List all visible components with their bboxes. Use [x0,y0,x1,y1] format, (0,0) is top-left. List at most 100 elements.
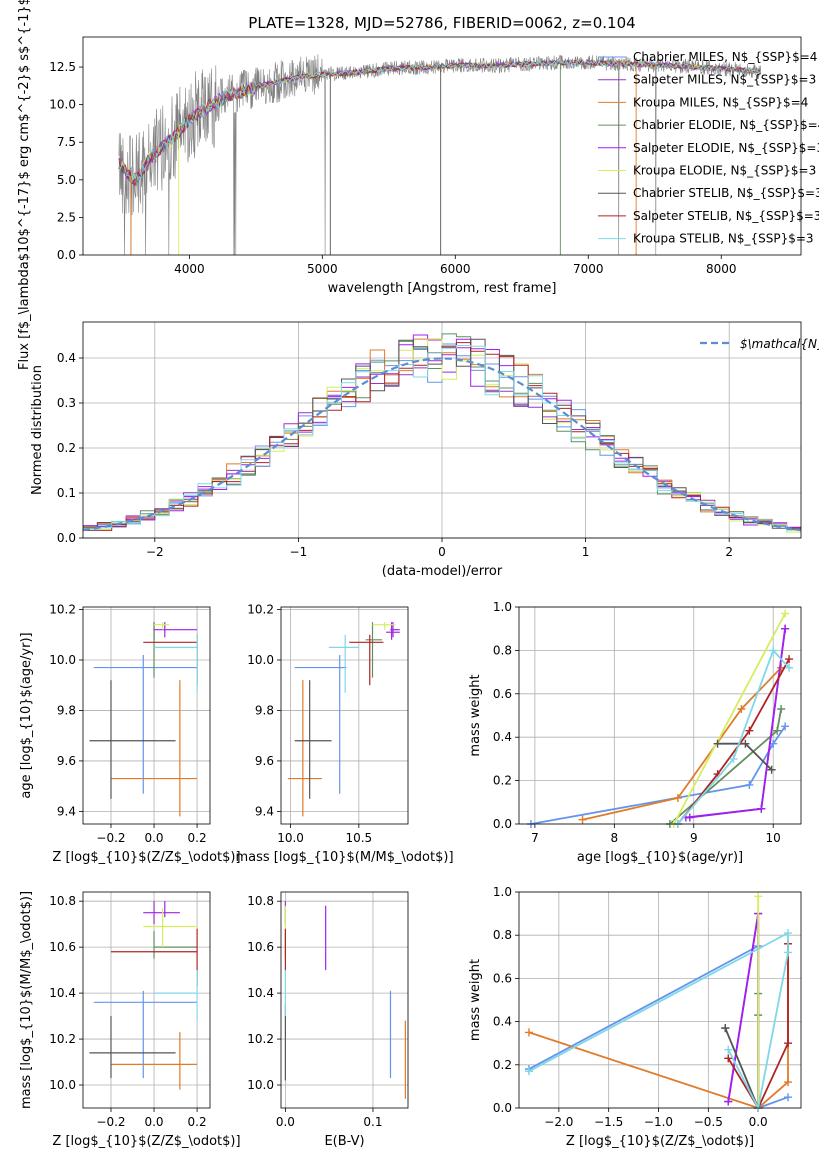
normal-reference-curve [82,357,802,532]
point-marker [781,722,790,731]
histogram-step [83,345,801,531]
y-tick-label: 10.0 [247,653,274,667]
point-marker [785,655,794,664]
series-line [677,648,790,825]
y-tick-label: 0.1 [57,486,76,500]
legend-label: Chabrier STELIB, N$_{SSP}$=3 [633,186,819,200]
y-tick-label: 0.6 [493,687,512,701]
x-tick-label: 7000 [573,262,604,276]
x-tick-label: 7 [531,831,539,845]
point-marker [724,1054,733,1063]
y-tick-label: 9.6 [57,754,76,768]
x-tick-label: 1 [582,545,590,559]
y-tick-label: 10.8 [49,894,76,908]
data-point [89,1016,176,1079]
x-tick-label: 5000 [307,262,338,276]
data-point [153,931,198,959]
point-marker [784,929,793,938]
model-spectrum-line [118,58,761,183]
x-axis-label: wavelength [Angstrom, rest frame] [328,281,557,296]
legend-label: $\mathcal{N}(0,1)$ [740,337,819,351]
series-line-group [673,646,794,828]
point-marker [745,726,754,735]
x-tick-label: −1.5 [594,1115,623,1129]
y-axis-label: mass weight [468,674,483,756]
y-tick-label: 1.0 [493,600,512,614]
x-tick-label: 10.0 [277,831,304,845]
y-tick-label: 9.8 [255,703,274,717]
legend-label: Kroupa STELIB, N$_{SSP}$=3 [633,232,814,246]
series-line [677,658,790,825]
y-tick-label: 2.5 [57,210,76,224]
series-line-group [665,704,786,828]
series-line [673,613,786,825]
point-marker [781,609,790,618]
y-tick-label: 0.4 [493,1015,512,1029]
point-marker [767,765,776,774]
point-marker [784,1039,793,1048]
y-axis-label: mass weight [468,959,483,1041]
legend-label: Chabrier ELODIE, N$_{SSP}$=4 [633,118,819,132]
y-tick-label: 10.2 [247,1032,274,1046]
legend-label: Salpeter ELODIE, N$_{SSP}$=3 [633,141,819,155]
x-tick-label: −2 [146,545,164,559]
y-tick-label: 10.6 [247,940,274,954]
y-tick-label: 10.2 [49,1032,76,1046]
x-tick-label: 0.0 [144,831,163,845]
y-axis-label: Flux [f$_\lambda$10$^{-17}$ erg cm$^{-2}… [17,0,32,370]
x-tick-label: 4000 [174,262,205,276]
y-tick-label: 0.3 [57,396,76,410]
data-point [93,654,198,794]
y-axis-label: age [log$_{10}$(age/yr)] [19,632,34,798]
x-tick-label: −1 [290,545,308,559]
point-marker [781,624,790,633]
x-tick-label: 0.0 [276,1115,295,1129]
y-tick-label: 10.4 [49,986,76,1000]
x-axis-label: Z [log$_{10}$(Z/Z$_\odot$)] [52,1134,240,1149]
axes-frame [518,606,802,825]
data-point [110,680,198,817]
point-marker [713,739,722,748]
y-tick-label: 1.0 [493,885,512,899]
x-tick-label: −0.5 [694,1115,723,1129]
series-line-group [578,663,786,824]
series-line [724,1027,760,1109]
y-tick-label: 10.0 [247,1078,274,1092]
y-tick-label: 0.0 [57,248,76,262]
point-marker [754,892,763,901]
legend-label: Salpeter STELIB, N$_{SSP}$=3 [633,209,819,223]
panel-age-vs-mass [277,606,409,828]
y-tick-label: 10.8 [247,894,274,908]
data-point [328,634,359,693]
x-tick-label: −1.0 [644,1115,673,1129]
y-tick-label: 10.2 [49,603,76,617]
point-marker [524,1028,533,1037]
axes-frame [280,891,409,1109]
y-tick-label: 10.2 [247,603,274,617]
x-tick-label: 0.0 [144,1115,163,1129]
y-tick-label: 10.0 [49,653,76,667]
point-marker [737,704,746,713]
axes-frame [280,606,409,825]
x-tick-label: 0 [438,545,446,559]
legend-label: Kroupa MILES, N$_{SSP}$=4 [633,95,808,109]
point-marker [757,804,766,813]
data-point [143,901,180,918]
y-tick-label: 0.2 [493,774,512,788]
x-tick-label: −0.2 [96,1115,125,1129]
y-axis-label: mass [log$_{10}$(M/M$_\odot$)] [19,891,34,1109]
point-marker [773,726,782,735]
y-tick-label: 12.5 [49,60,76,74]
x-tick-label: −2.0 [544,1115,573,1129]
data-point [89,680,176,799]
model-spectrum-line [118,59,761,187]
y-tick-label: 10.0 [49,1078,76,1092]
x-tick-label: 0.0 [749,1115,768,1129]
series-line-group [713,739,776,774]
x-tick-label: 2 [725,545,733,559]
point-marker [745,780,754,789]
data-point [110,1032,198,1090]
y-tick-label: 10.0 [49,98,76,112]
data-point [372,622,396,630]
